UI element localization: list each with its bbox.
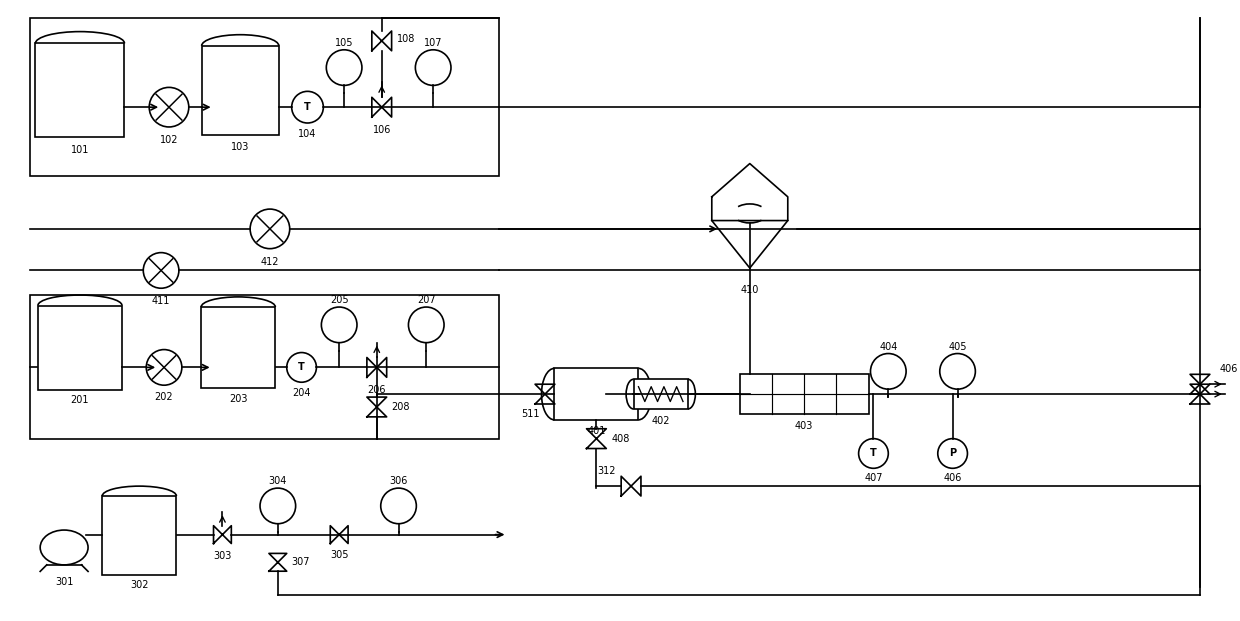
Circle shape	[146, 350, 182, 385]
Text: T: T	[304, 102, 311, 112]
Bar	[554, 368, 639, 420]
Bar	[202, 46, 279, 135]
Bar	[31, 295, 500, 438]
Circle shape	[291, 91, 324, 123]
Circle shape	[940, 353, 976, 389]
Text: P: P	[949, 448, 956, 458]
Text: 405: 405	[949, 342, 967, 351]
Text: 401: 401	[588, 426, 605, 436]
Circle shape	[326, 50, 362, 86]
Circle shape	[415, 50, 451, 86]
Text: 307: 307	[291, 557, 310, 568]
Text: 312: 312	[598, 466, 616, 476]
Text: 402: 402	[651, 416, 670, 426]
Text: 105: 105	[335, 38, 353, 48]
Circle shape	[144, 253, 179, 288]
Text: 202: 202	[155, 392, 174, 402]
Bar	[36, 43, 124, 137]
Text: 203: 203	[229, 394, 248, 404]
Text: 108: 108	[397, 34, 415, 44]
Bar	[201, 307, 275, 388]
Text: 106: 106	[372, 125, 391, 135]
Text: 301: 301	[55, 577, 73, 587]
Circle shape	[408, 307, 444, 343]
Text: 208: 208	[392, 402, 410, 412]
Bar	[634, 379, 688, 409]
Text: 107: 107	[424, 38, 443, 48]
Ellipse shape	[40, 530, 88, 565]
Text: 408: 408	[611, 433, 630, 443]
Text: 201: 201	[71, 395, 89, 405]
Circle shape	[250, 209, 290, 248]
Text: 103: 103	[231, 142, 249, 152]
Text: 412: 412	[260, 256, 279, 266]
Text: 104: 104	[299, 129, 316, 139]
Text: T: T	[298, 363, 305, 373]
Text: 403: 403	[795, 421, 813, 431]
Circle shape	[321, 307, 357, 343]
Text: 205: 205	[330, 295, 348, 305]
Circle shape	[937, 438, 967, 468]
Text: T: T	[870, 448, 877, 458]
Circle shape	[260, 488, 295, 524]
Text: 511: 511	[521, 409, 539, 419]
Bar	[740, 374, 868, 414]
Text: 404: 404	[879, 342, 898, 351]
Text: 303: 303	[213, 551, 232, 561]
Text: 207: 207	[417, 295, 435, 305]
Text: 204: 204	[293, 388, 311, 398]
Text: 411: 411	[151, 296, 170, 306]
Circle shape	[870, 353, 906, 389]
Text: 406: 406	[1220, 365, 1238, 374]
Circle shape	[149, 88, 188, 127]
Text: 302: 302	[130, 580, 149, 590]
Bar	[31, 18, 500, 176]
Text: 305: 305	[330, 550, 348, 560]
Circle shape	[381, 488, 417, 524]
Bar	[38, 306, 122, 389]
Bar	[102, 496, 176, 575]
Text: 102: 102	[160, 135, 179, 145]
Text: 410: 410	[740, 285, 759, 295]
Circle shape	[858, 438, 888, 468]
Text: 407: 407	[864, 473, 883, 483]
Text: 304: 304	[269, 476, 286, 486]
Text: 306: 306	[389, 476, 408, 486]
Text: 101: 101	[71, 145, 89, 155]
Text: 406: 406	[944, 473, 962, 483]
Circle shape	[286, 353, 316, 383]
Text: 206: 206	[367, 385, 386, 395]
